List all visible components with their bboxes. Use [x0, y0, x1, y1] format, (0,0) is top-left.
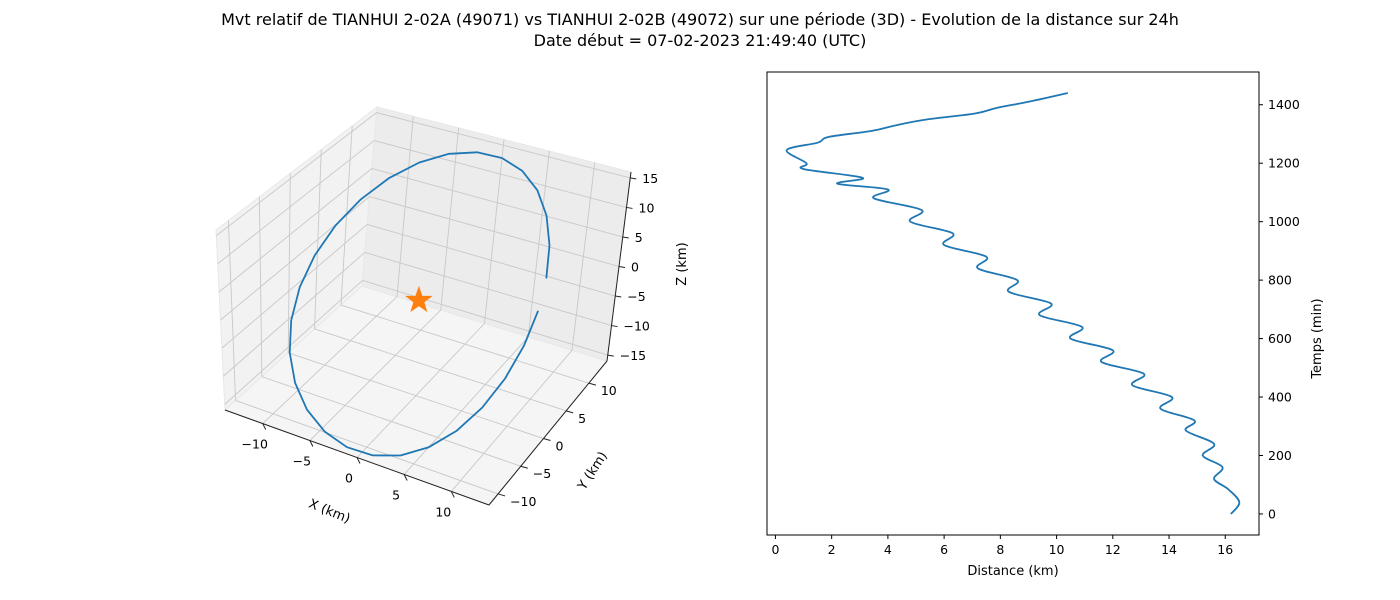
x-tick-label: 10 — [1049, 542, 1065, 557]
distance-series-line — [785, 92, 1241, 515]
y-tick-label: 200 — [1268, 448, 1292, 463]
z-tick-label: 5 — [635, 230, 643, 245]
grid-line — [450, 349, 573, 492]
x-tick-label: 2 — [828, 542, 836, 557]
grid-line — [374, 140, 627, 208]
y-tick-label: 10 — [601, 383, 617, 398]
y-tick-label: −10 — [510, 494, 536, 509]
x-tick-label: 8 — [996, 542, 1004, 557]
y-tick — [566, 410, 574, 414]
x-tick-label: −10 — [242, 437, 268, 452]
grid-line — [403, 336, 529, 475]
y-tick-label: 1200 — [1268, 156, 1300, 171]
z-tick — [618, 266, 626, 268]
grid-line — [224, 280, 363, 405]
y-tick-label: 0 — [1268, 506, 1276, 521]
grid-line — [216, 112, 377, 236]
grid-line — [288, 352, 544, 439]
y-tick-label: 600 — [1268, 331, 1292, 346]
y-tick-label: 5 — [578, 411, 586, 426]
x-tick-label: 14 — [1161, 542, 1177, 557]
z-tick — [611, 325, 618, 328]
x-tick-label: 6 — [940, 542, 948, 557]
z-tick-label: 10 — [639, 200, 655, 215]
grid-line — [221, 224, 368, 349]
grid-line — [340, 304, 589, 384]
grid-line — [261, 376, 521, 467]
origin-star-marker — [405, 285, 433, 313]
grid-line — [364, 252, 612, 326]
z-tick — [626, 206, 633, 209]
x-axis-label: Distance (km) — [967, 564, 1058, 579]
x-tick-label: 4 — [884, 542, 892, 557]
x-tick-label: 0 — [771, 542, 779, 557]
y-tick-label: 800 — [1268, 273, 1292, 288]
y-tick-label: 0 — [555, 439, 563, 454]
grid-line — [371, 168, 623, 238]
title-line-2: Date début = 07-02-2023 21:49:40 (UTC) — [533, 31, 867, 50]
grid-line — [376, 112, 631, 179]
z-tick-label: −5 — [627, 289, 645, 304]
z-tick-label: 0 — [631, 260, 639, 275]
y-tick — [543, 438, 551, 442]
x-tick — [450, 491, 455, 498]
y-tick-label: −5 — [533, 466, 551, 481]
x-tick-label: −5 — [293, 454, 311, 469]
y-tick — [588, 382, 596, 386]
grid-line — [218, 168, 373, 293]
y-tick — [497, 493, 506, 497]
z-tick — [607, 354, 614, 357]
z-tick-label: −15 — [620, 348, 646, 363]
grid-line — [309, 309, 442, 441]
z-tick-label: −10 — [624, 319, 650, 334]
x-tick-label: 0 — [345, 471, 353, 486]
x-tick-label: 10 — [435, 504, 451, 519]
z-tick — [630, 177, 637, 180]
x-tick — [262, 423, 267, 430]
x-tick-label: 12 — [1105, 542, 1121, 557]
z-tick — [622, 236, 629, 239]
grid-line — [356, 323, 485, 458]
y-axis-label: Y (km) — [575, 449, 611, 494]
x-tick — [309, 440, 314, 447]
grid-line — [262, 296, 398, 424]
relative-orbit-line — [288, 151, 551, 457]
figure-title: Mvt relatif de TIANHUI 2-02A (49071) vs … — [0, 9, 1400, 51]
y-tick-label: 1400 — [1268, 97, 1300, 112]
grid-line — [217, 140, 375, 265]
y-tick-label: 400 — [1268, 390, 1292, 405]
grid-line — [235, 400, 499, 495]
y-tick-label: 1000 — [1268, 214, 1300, 229]
grid-line — [369, 196, 620, 267]
x-axis-label: X (km) — [306, 497, 352, 527]
plot-distance-time: 0 2 4 6 8 10 12 14 16 0 200 400 600 800 1000 1200 1400 Di… — [766, 71, 1325, 579]
grid-line — [367, 224, 616, 297]
title-line-1: Mvt relatif de TIANHUI 2-02A (49071) vs … — [221, 10, 1179, 29]
x-tick-label: 16 — [1217, 542, 1233, 557]
plot-frame — [766, 71, 1260, 536]
x-tick — [403, 474, 408, 481]
grid-line — [314, 328, 567, 412]
x-tick — [356, 457, 361, 464]
z-tick-label: 15 — [642, 171, 658, 186]
y-axis-label: Temps (min) — [1310, 298, 1325, 379]
grid-3d — [216, 112, 631, 495]
grid-line — [223, 252, 366, 377]
grid-line — [362, 279, 608, 356]
z-axis-label: Z (km) — [675, 242, 690, 285]
y-axis-line — [488, 360, 608, 506]
x-tick-label: 5 — [392, 487, 400, 502]
z-tick — [615, 295, 622, 298]
y-tick — [520, 465, 528, 469]
